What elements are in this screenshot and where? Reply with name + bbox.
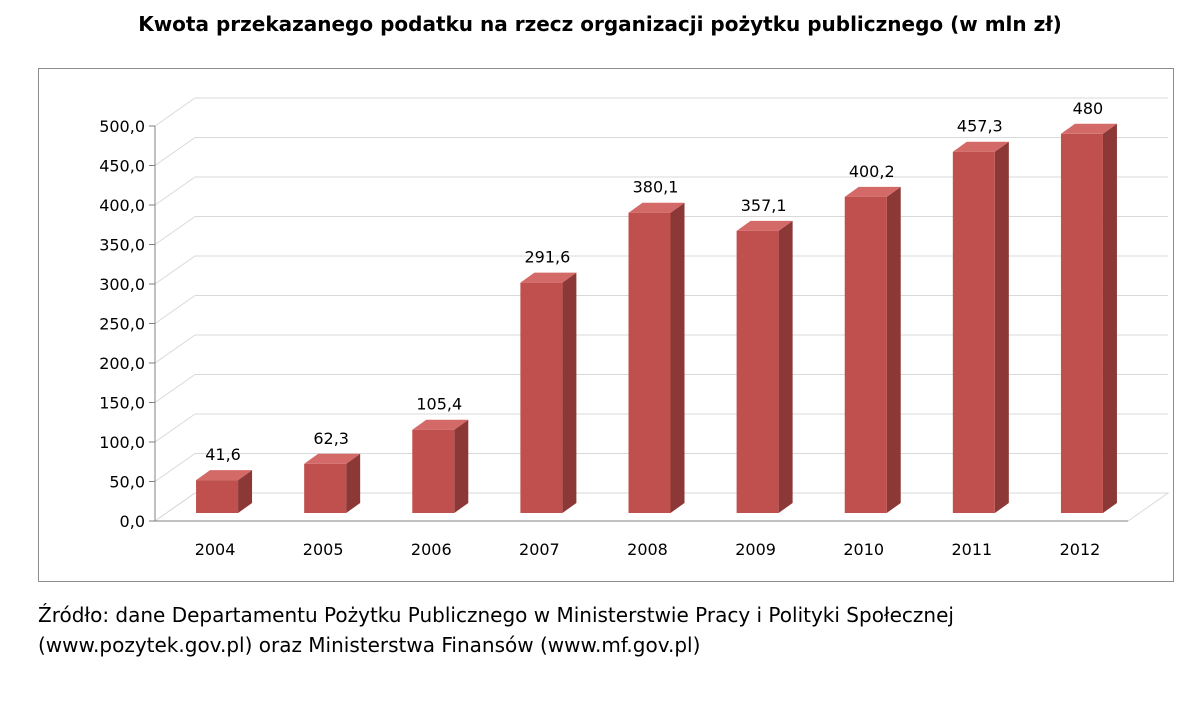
chart-title: Kwota przekazanego podatku na rzecz orga… [138,12,1062,36]
y-tick-label: 500,0 [99,117,145,136]
bar [736,230,779,514]
gridline-diagonal [154,255,196,285]
y-tick-label: 0,0 [120,512,145,531]
bar-top [520,272,577,283]
source-line-1: Źródło: dane Departamentu Pożytku Public… [38,603,954,627]
y-tick-label: 400,0 [99,196,145,215]
gridline-diagonal [154,334,196,364]
bar-side [778,220,793,514]
x-tick-label: 2006 [411,540,452,559]
bar-side [346,453,361,513]
x-tick-label: 2008 [627,540,668,559]
bar-top [1060,123,1117,134]
bar [196,480,239,513]
bar-top [628,202,685,213]
x-tick-label: 2012 [1060,540,1101,559]
bar [952,151,995,513]
data-label: 457,3 [957,117,1003,136]
gridline-diagonal [154,413,196,443]
data-label: 357,1 [741,196,787,215]
y-tick-label: 300,0 [99,275,145,294]
y-tick-label: 200,0 [99,354,145,373]
y-tick-label: 350,0 [99,236,145,255]
bar [412,429,455,513]
y-tick-label: 250,0 [99,315,145,334]
y-tick-label: 150,0 [99,394,145,413]
bar-top [304,453,361,464]
bar [628,212,671,513]
source-line-2: (www.pozytek.gov.pl) oraz Ministerstwa F… [38,633,701,657]
x-tick-label: 2010 [843,540,884,559]
data-label: 380,1 [633,178,679,197]
gridline-diagonal [154,374,196,403]
bar-side [994,141,1009,513]
bar-top [844,186,901,197]
bar-top [196,470,253,481]
gridline-diagonal [154,97,196,127]
x-tick-label: 2009 [735,540,776,559]
gridline-diagonal [154,216,196,245]
x-tick-label: 2004 [195,540,236,559]
y-tick-label: 100,0 [99,433,145,452]
data-label: 62,3 [313,429,349,448]
source-note: Źródło: dane Departamentu Pożytku Public… [38,600,1158,660]
bar-top [952,141,1009,152]
data-label: 105,4 [416,395,462,414]
bar [304,463,347,513]
bar-top [736,220,793,231]
gridline-diagonal [154,137,196,166]
bar-side [1102,123,1117,514]
bar-side [670,202,685,513]
bar-chart: 0,0 50,0 100,0 150,0 200,0 250,0 300,0 350,0 400… [99,97,1170,559]
gridline-diagonal [154,176,196,206]
data-label: 291,6 [524,248,570,267]
x-tick-label: 2005 [303,540,344,559]
bar [844,196,887,514]
data-label: 400,2 [849,162,895,181]
bar [520,282,563,513]
y-tick-label: 50,0 [109,473,145,492]
bar-side [454,419,469,513]
y-tick-label: 450,0 [99,157,145,176]
bar-side [562,272,577,513]
data-label: 41,6 [205,445,241,464]
bar [1060,133,1103,514]
bar-side [238,470,253,513]
bar-top [412,419,469,430]
x-tick-label: 2007 [519,540,560,559]
gridline-diagonal [154,295,196,324]
data-label: 480 [1073,99,1104,118]
bar-side [886,186,901,514]
gridline-diagonal [154,453,196,482]
x-tick-label: 2011 [951,540,992,559]
